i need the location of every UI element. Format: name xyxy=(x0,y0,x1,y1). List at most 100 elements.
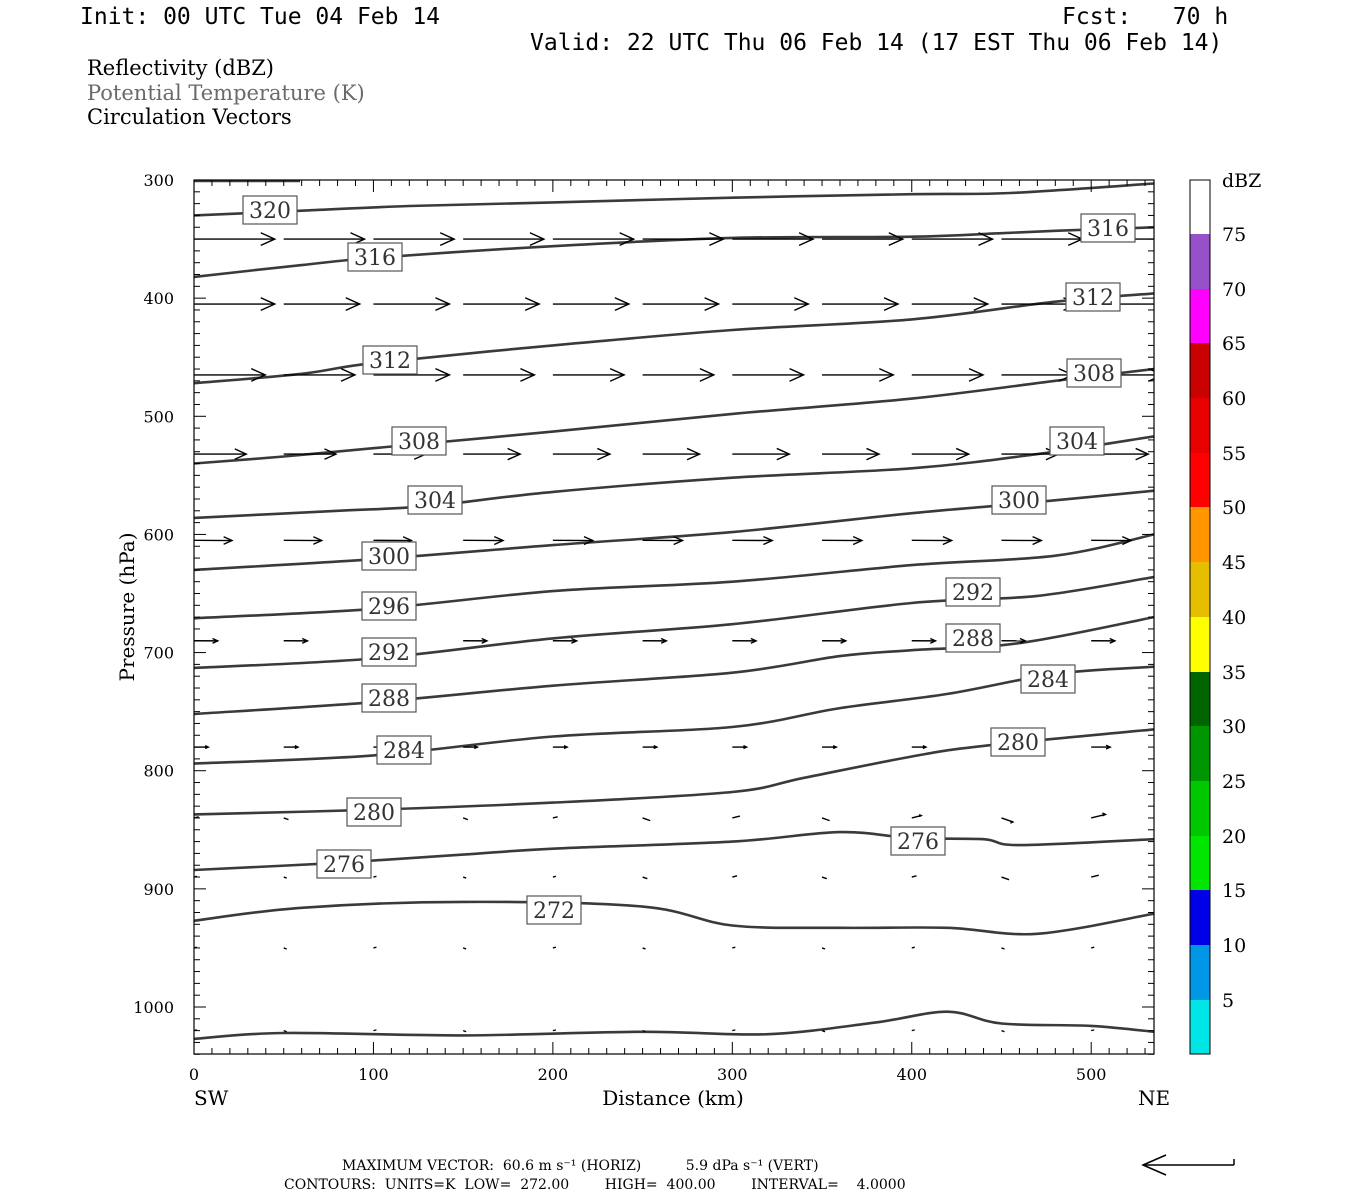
vector-arrow xyxy=(552,637,579,644)
svg-text:312: 312 xyxy=(1072,286,1114,311)
vector-arrow xyxy=(642,745,659,750)
vector-arrow xyxy=(822,535,864,546)
colorbar-bin xyxy=(1190,507,1210,562)
contour-label-308: 308 xyxy=(1066,358,1122,388)
vector-arrow xyxy=(1001,232,1084,247)
colorbar-unit: dBZ xyxy=(1222,170,1261,192)
vector-arrow xyxy=(642,535,685,546)
x-axis-label: Distance (km) xyxy=(602,1086,744,1110)
svg-text:288: 288 xyxy=(952,627,994,652)
vector-arrow xyxy=(463,447,522,461)
reference-vector xyxy=(1141,1154,1235,1176)
vector-arrow xyxy=(283,876,287,879)
vector-arrow xyxy=(283,817,289,821)
contour-304 xyxy=(194,435,1154,520)
contour-276 xyxy=(194,830,1154,872)
contour-label-304: 304 xyxy=(1049,426,1105,456)
svg-text:284: 284 xyxy=(1027,668,1069,693)
y-tick-label: 800 xyxy=(143,762,174,781)
vector-arrow xyxy=(732,1029,736,1032)
svg-text:308: 308 xyxy=(398,430,440,455)
contour-label-300: 300 xyxy=(361,541,417,571)
y-tick-label: 600 xyxy=(143,525,174,544)
colorbar-label: 45 xyxy=(1222,552,1246,574)
svg-text:304: 304 xyxy=(414,489,456,514)
contour-320 xyxy=(194,182,1154,217)
colorbar-label: 20 xyxy=(1222,826,1246,848)
colorbar-label: 75 xyxy=(1222,224,1246,246)
x-tick-label: 200 xyxy=(538,1065,569,1084)
x-tick-label: 300 xyxy=(717,1065,748,1084)
contour-label-320: 320 xyxy=(242,195,298,225)
contour-label-312: 312 xyxy=(362,345,418,375)
vector-arrow xyxy=(194,448,248,460)
vector-arrow xyxy=(1091,1029,1095,1032)
vector-arrow xyxy=(552,875,557,878)
contour-312 xyxy=(194,292,1154,385)
vector-arrow xyxy=(283,297,362,311)
plot-border xyxy=(193,179,1155,1055)
vector-arrow xyxy=(822,367,895,382)
vector-arrow xyxy=(283,448,338,460)
vector-arrow xyxy=(194,367,267,382)
svg-text:276: 276 xyxy=(323,853,365,878)
colorbar-bin xyxy=(1190,1000,1210,1054)
vector-arrow xyxy=(463,535,505,546)
vector-arrow xyxy=(1001,637,1027,644)
vector-arrow xyxy=(642,367,716,382)
contour-label-288: 288 xyxy=(945,623,1001,653)
axes: 300 400 500 600 700 800 900 1000 0 100 200 300 400 50… xyxy=(115,171,1170,1110)
vector-arrow xyxy=(822,232,905,247)
svg-text:320: 320 xyxy=(249,199,291,224)
colorbar-bin xyxy=(1190,836,1210,890)
vector-arrow xyxy=(552,535,595,546)
vector-arrow xyxy=(732,875,738,878)
vector-arrow xyxy=(194,232,277,247)
vector-arrow xyxy=(373,946,377,949)
svg-text:316: 316 xyxy=(354,246,396,271)
colorbar-label: 35 xyxy=(1222,662,1246,684)
colorbar-bin xyxy=(1190,890,1210,945)
vector-arrow xyxy=(1091,812,1108,819)
y-tick-label: 400 xyxy=(143,289,174,308)
x-tick-label: 100 xyxy=(358,1065,389,1084)
colorbar-label: 5 xyxy=(1222,990,1234,1012)
vector-arrow xyxy=(822,297,900,311)
y-tick-label: 900 xyxy=(143,880,174,899)
vector-arrow xyxy=(1001,876,1010,881)
contour-288 xyxy=(194,615,1154,716)
vector-arrow xyxy=(373,367,452,382)
vector-arrow xyxy=(373,875,377,878)
contour-info: CONTOURS: UNITS=K LOW= 272.00 HIGH= 400.… xyxy=(284,1177,906,1193)
contour-label-304: 304 xyxy=(407,485,463,515)
vector-arrow xyxy=(1001,817,1015,824)
vector-arrow xyxy=(552,232,636,247)
colorbar-bin xyxy=(1190,617,1210,672)
svg-text:296: 296 xyxy=(368,595,410,620)
contour-316 xyxy=(194,226,1154,279)
vector-arrow xyxy=(1001,947,1005,950)
contour-label-272: 272 xyxy=(526,895,582,925)
vector-arrow xyxy=(1091,637,1117,644)
vector-arrow xyxy=(1091,874,1099,878)
colorbar-bin xyxy=(1190,453,1210,507)
contour-label-280: 280 xyxy=(346,797,402,827)
contour-label-288: 288 xyxy=(361,683,417,713)
vector-arrow xyxy=(283,745,300,750)
vector-arrow xyxy=(911,447,971,461)
contour-label-276: 276 xyxy=(890,826,946,856)
vector-arrow xyxy=(911,535,954,546)
vector-arrow xyxy=(732,367,806,382)
svg-text:300: 300 xyxy=(368,545,410,570)
contour-label-280: 280 xyxy=(990,727,1046,757)
svg-text:280: 280 xyxy=(353,801,395,826)
svg-text:276: 276 xyxy=(897,830,939,855)
vector-arrow xyxy=(732,447,792,461)
contour-label-292: 292 xyxy=(945,577,1001,607)
colorbar-label: 55 xyxy=(1222,443,1246,465)
x-tick-label: 0 xyxy=(189,1065,199,1084)
colorbar-bin xyxy=(1190,672,1210,726)
vector-arrow xyxy=(821,876,828,880)
contour-labels: 272 276 276 280 280 284 284 288 288 292 292 296 300 3… xyxy=(242,195,1136,925)
